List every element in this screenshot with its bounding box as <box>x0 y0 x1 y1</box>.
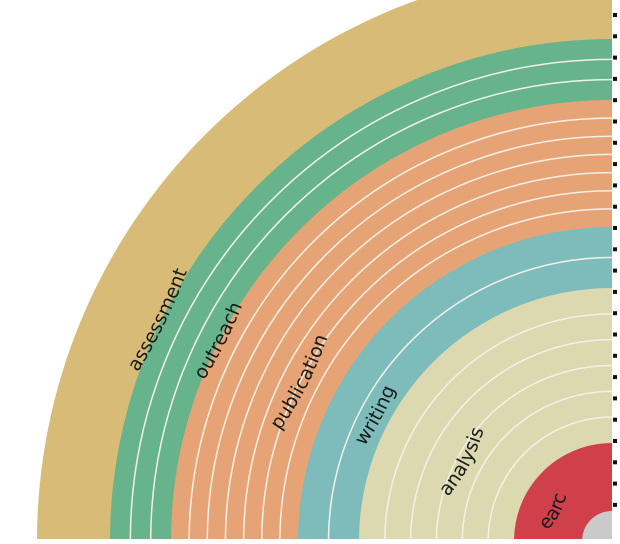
axis-tick <box>613 375 617 380</box>
axis-tick <box>613 34 617 39</box>
axis-tick <box>613 332 617 337</box>
axis-tick <box>613 13 617 17</box>
ring-divider <box>188 117 613 542</box>
ring-divider <box>260 189 613 542</box>
axis-tick <box>613 183 617 188</box>
ring-divider <box>279 208 613 542</box>
axis-tick <box>613 98 617 103</box>
axis-tick <box>613 481 617 486</box>
axis-tick <box>613 353 617 358</box>
axis-tick <box>613 502 617 507</box>
axis-tick <box>613 140 617 145</box>
axis-tick <box>613 311 617 316</box>
axis-tick <box>613 417 617 422</box>
ring-divider <box>129 58 613 542</box>
axis-tick <box>613 226 617 230</box>
ring-divider <box>461 390 613 542</box>
axis-tick <box>613 76 617 81</box>
axis-tick <box>613 460 617 465</box>
center-disc <box>582 511 612 541</box>
ring-divider <box>206 135 613 542</box>
axis-tick <box>613 396 617 401</box>
ring-divider <box>487 416 613 542</box>
axis-tick <box>613 439 617 443</box>
ring-divider <box>409 338 613 542</box>
ring-divider <box>435 364 613 542</box>
axis-tick <box>613 289 617 294</box>
axis-tick <box>613 162 617 167</box>
ring-divider <box>224 153 613 542</box>
axis-tick <box>613 268 617 273</box>
ring-search <box>514 443 612 541</box>
axis-tick <box>613 55 617 60</box>
ring-divider <box>384 313 613 542</box>
axis-tick <box>613 119 617 124</box>
ring-divider <box>149 78 613 542</box>
ring-divider <box>327 256 613 542</box>
axis-tick <box>613 204 617 209</box>
axis-tick <box>613 247 617 252</box>
ring-divider <box>242 171 613 542</box>
